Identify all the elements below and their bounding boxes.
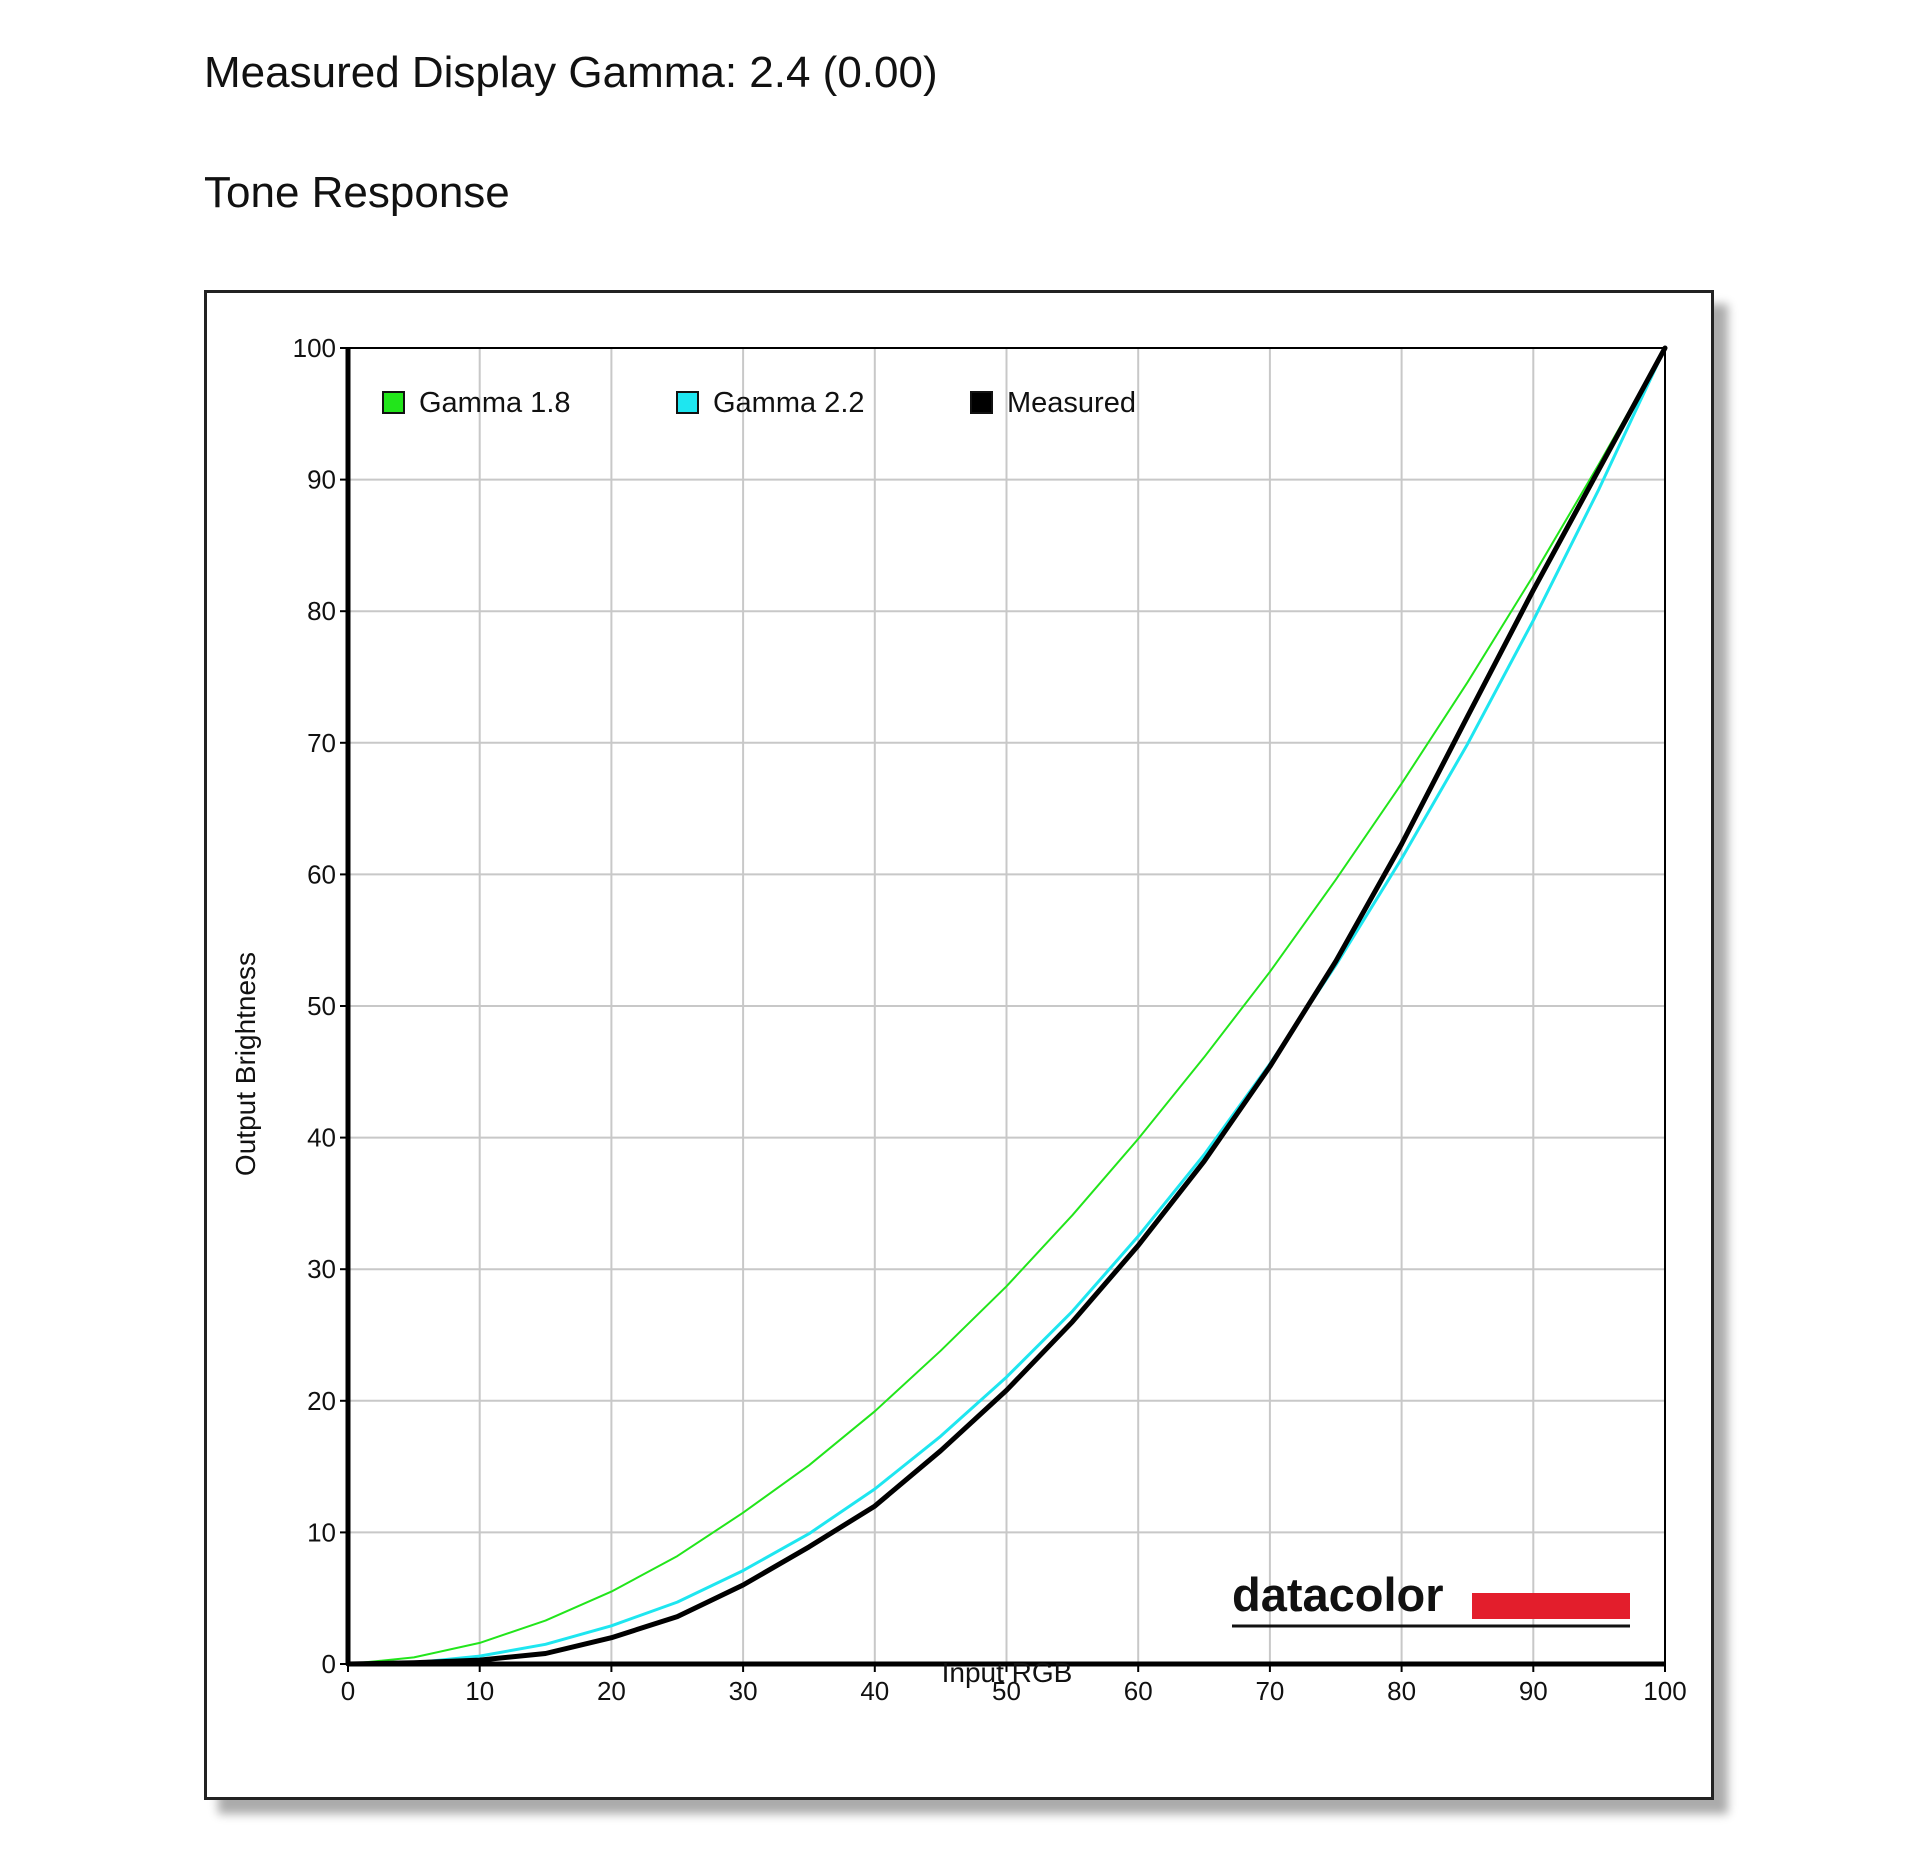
x-tick-label-90: 90 — [1519, 1676, 1548, 1706]
x-tick-label-0: 0 — [341, 1676, 355, 1706]
x-tick-label-10: 10 — [465, 1676, 494, 1706]
tone-response-chart-frame: 0 10 20 30 40 50 60 70 80 90 100 0 10 20 30 40 50 60 70 80 9… — [204, 290, 1714, 1800]
y-axis-label: Output Brightness — [230, 952, 261, 1176]
y-tick-label-20: 20 — [307, 1386, 336, 1416]
x-tick-label-40: 40 — [860, 1676, 889, 1706]
legend-item-gamma-1-8: Gamma 1.8 — [382, 387, 571, 419]
x-axis-label: Input RGB — [942, 1657, 1073, 1688]
y-tick-label-70: 70 — [307, 728, 336, 758]
legend-swatch-gamma-2-2 — [676, 391, 699, 414]
legend-label-gamma-1-8: Gamma 1.8 — [419, 387, 571, 419]
x-tick-label-70: 70 — [1255, 1676, 1284, 1706]
legend-swatch-gamma-1-8 — [382, 391, 405, 414]
y-tick-label-50: 50 — [307, 991, 336, 1021]
y-tick-label-90: 90 — [307, 465, 336, 495]
legend-label-gamma-2-2: Gamma 2.2 — [713, 387, 865, 419]
grid-lines — [348, 347, 1666, 1664]
series-lines — [345, 345, 1668, 1667]
y-tick-label-60: 60 — [307, 859, 336, 889]
y-tick-label-40: 40 — [307, 1123, 336, 1153]
legend-item-measured: Measured — [970, 387, 1136, 419]
x-tick-label-100: 100 — [1643, 1676, 1686, 1706]
y-tick-label-100: 100 — [293, 333, 336, 363]
x-tick-label-20: 20 — [597, 1676, 626, 1706]
legend-swatch-measured — [970, 391, 993, 414]
tone-response-heading: Tone Response — [204, 168, 510, 217]
series-line-gamma-2-2 — [346, 346, 1667, 1666]
x-tick-label-80: 80 — [1387, 1676, 1416, 1706]
series-line-measured — [345, 345, 1668, 1667]
x-tick-label-50: 50 — [992, 1676, 1021, 1706]
datacolor-logo-red-bar — [1472, 1593, 1630, 1619]
legend-item-gamma-2-2: Gamma 2.2 — [676, 387, 865, 419]
datacolor-logo: datacolor — [1232, 1568, 1630, 1628]
y-tick-label-30: 30 — [307, 1254, 336, 1284]
x-tick-label-60: 60 — [1124, 1676, 1153, 1706]
tone-response-chart: 0 10 20 30 40 50 60 70 80 90 100 0 10 20 30 40 50 60 70 80 9… — [230, 333, 1687, 1706]
y-tick-label-10: 10 — [307, 1517, 336, 1547]
legend: Gamma 1.8 Gamma 2.2 Measured — [382, 387, 1136, 419]
y-tick-label-0: 0 — [322, 1649, 336, 1679]
x-tick-label-30: 30 — [729, 1676, 758, 1706]
measured-gamma-heading: Measured Display Gamma: 2.4 (0.00) — [204, 48, 938, 97]
datacolor-logo-text: datacolor — [1232, 1568, 1444, 1621]
legend-label-measured: Measured — [1007, 387, 1136, 419]
tick-labels: 0 10 20 30 40 50 60 70 80 90 100 0 10 20 30 40 50 60 70 80 9… — [293, 333, 1687, 1706]
y-tick-label-80: 80 — [307, 596, 336, 626]
series-line-gamma-1-8 — [347, 347, 1666, 1665]
